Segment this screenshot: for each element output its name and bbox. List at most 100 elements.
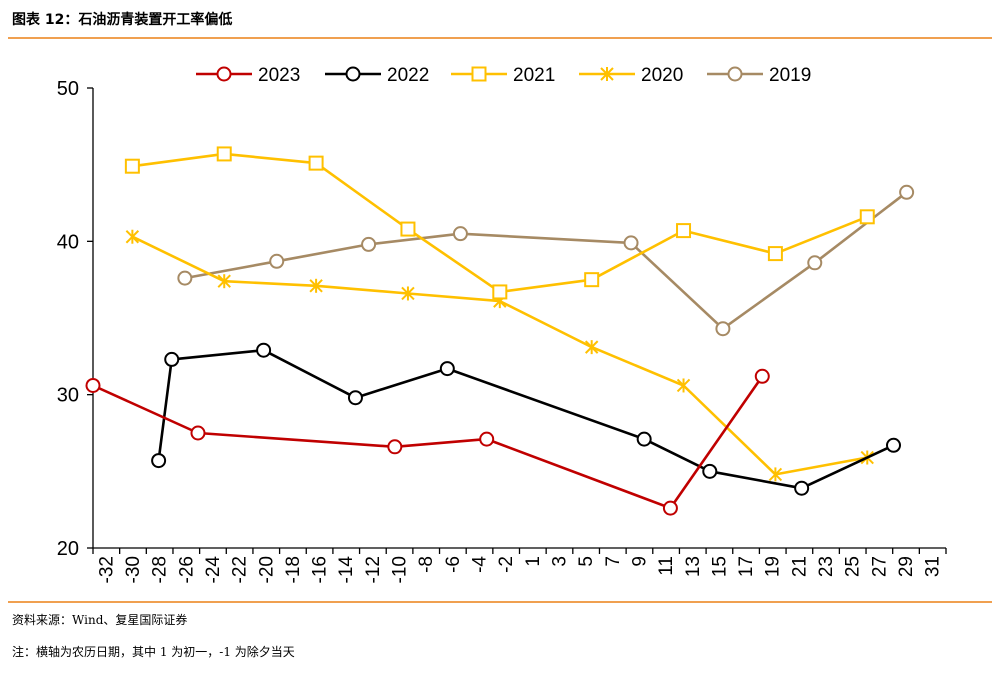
x-tick-label: 25 bbox=[843, 556, 864, 577]
data-point bbox=[584, 340, 599, 355]
legend-item-2022: 2022 bbox=[325, 65, 429, 86]
figure-title: 图表 12：石油沥青装置开工率偏低 bbox=[12, 12, 233, 28]
data-point bbox=[269, 253, 285, 269]
data-point bbox=[715, 321, 731, 337]
x-tick-label: 9 bbox=[629, 556, 650, 567]
x-tick-label: 27 bbox=[869, 556, 890, 577]
source-note: 资料来源：Wind、复星国际证券 bbox=[12, 613, 188, 627]
data-point bbox=[859, 209, 875, 225]
data-point bbox=[636, 431, 652, 447]
y-tick-label: 40 bbox=[57, 231, 79, 253]
data-point bbox=[623, 235, 639, 251]
legend-label: 2020 bbox=[641, 65, 683, 86]
bottom-divider bbox=[8, 601, 992, 603]
data-point bbox=[400, 221, 416, 237]
series-2019 bbox=[177, 184, 915, 337]
data-point bbox=[361, 236, 377, 252]
data-point bbox=[164, 351, 180, 367]
x-tick-label: -26 bbox=[176, 556, 197, 583]
x-tick-label: -32 bbox=[96, 556, 117, 583]
legend-label: 2023 bbox=[258, 65, 300, 86]
x-tick-label: -20 bbox=[256, 556, 277, 583]
legend-label: 2021 bbox=[513, 65, 555, 86]
y-tick-label: 30 bbox=[57, 385, 79, 407]
series-line bbox=[131, 235, 868, 476]
x-tick-label: 3 bbox=[549, 556, 570, 567]
data-point bbox=[754, 368, 770, 384]
x-tick-label: -30 bbox=[123, 556, 144, 583]
data-point bbox=[309, 278, 323, 293]
series-line bbox=[184, 191, 908, 330]
x-tick-label: -12 bbox=[363, 556, 384, 583]
data-point bbox=[584, 272, 600, 288]
x-tick-label: 21 bbox=[789, 556, 810, 577]
data-point bbox=[492, 284, 508, 300]
data-point bbox=[794, 480, 810, 496]
series-line bbox=[132, 152, 868, 294]
x-tick-label: -28 bbox=[150, 556, 171, 583]
top-divider bbox=[8, 37, 992, 39]
footnote: 注：横轴为农历日期，其中 1 为初一，-1 为除夕当天 bbox=[12, 645, 295, 659]
data-point bbox=[471, 66, 487, 82]
series-2021 bbox=[124, 146, 875, 300]
legend-item-2021: 2021 bbox=[451, 65, 555, 86]
y-tick-label: 20 bbox=[57, 538, 79, 560]
series-line bbox=[157, 348, 895, 490]
x-tick-label: -22 bbox=[230, 556, 251, 583]
x-tick-label: -6 bbox=[443, 556, 464, 573]
x-tick-label: -8 bbox=[416, 556, 437, 573]
data-point bbox=[177, 270, 193, 286]
data-point bbox=[807, 255, 823, 271]
x-tick-label: 29 bbox=[896, 556, 917, 577]
x-tick-label: -24 bbox=[203, 556, 224, 584]
legend-item-2019: 2019 bbox=[707, 65, 811, 86]
x-tick-label: 15 bbox=[709, 556, 730, 577]
x-tick-label: 11 bbox=[656, 556, 677, 576]
x-tick-label: 13 bbox=[683, 556, 704, 577]
series-2022 bbox=[151, 342, 902, 496]
data-point bbox=[216, 146, 232, 162]
data-point bbox=[899, 184, 915, 200]
legend-label: 2022 bbox=[387, 65, 429, 86]
x-tick-label: 17 bbox=[736, 556, 757, 577]
legend-item-2020: 2020 bbox=[579, 65, 683, 86]
data-point bbox=[767, 246, 783, 262]
data-point bbox=[768, 467, 783, 482]
chart-series bbox=[85, 146, 915, 516]
data-point bbox=[479, 431, 495, 447]
data-point bbox=[676, 223, 692, 239]
x-tick-label: 23 bbox=[816, 556, 837, 577]
y-tick-label: 50 bbox=[57, 78, 79, 100]
data-point bbox=[85, 377, 101, 393]
legend-item-2023: 2023 bbox=[196, 65, 300, 86]
x-tick-label: 19 bbox=[763, 556, 784, 577]
data-point bbox=[345, 66, 361, 82]
series-2023 bbox=[85, 368, 770, 516]
data-point bbox=[702, 463, 718, 479]
x-tick-label: 7 bbox=[603, 556, 624, 567]
legend-label: 2019 bbox=[769, 65, 811, 86]
data-point bbox=[727, 66, 743, 82]
data-point bbox=[151, 453, 167, 469]
x-tick-label: 31 bbox=[923, 556, 944, 577]
x-tick-label: -16 bbox=[310, 556, 331, 583]
chart-legend: 2023 2022 2021 2020 2019 bbox=[196, 65, 811, 86]
data-point bbox=[217, 274, 231, 289]
data-point bbox=[662, 500, 678, 516]
data-point bbox=[190, 425, 206, 441]
data-point bbox=[124, 158, 140, 174]
data-point bbox=[216, 66, 232, 82]
data-point bbox=[401, 286, 415, 301]
x-tick-label: -18 bbox=[283, 556, 304, 583]
series-line bbox=[92, 375, 764, 510]
x-tick-label: -14 bbox=[336, 556, 357, 584]
data-point bbox=[676, 378, 691, 393]
chart-axes: 20 30 40 50 -32 -30 -28 -26 -24 -22 -20 -18 -16 -14 -1… bbox=[57, 78, 947, 584]
data-point bbox=[387, 439, 403, 455]
x-tick-label: -10 bbox=[390, 556, 411, 583]
data-point bbox=[256, 342, 272, 358]
data-point bbox=[439, 361, 455, 377]
x-tick-label: 5 bbox=[576, 556, 597, 567]
data-point bbox=[347, 390, 363, 406]
